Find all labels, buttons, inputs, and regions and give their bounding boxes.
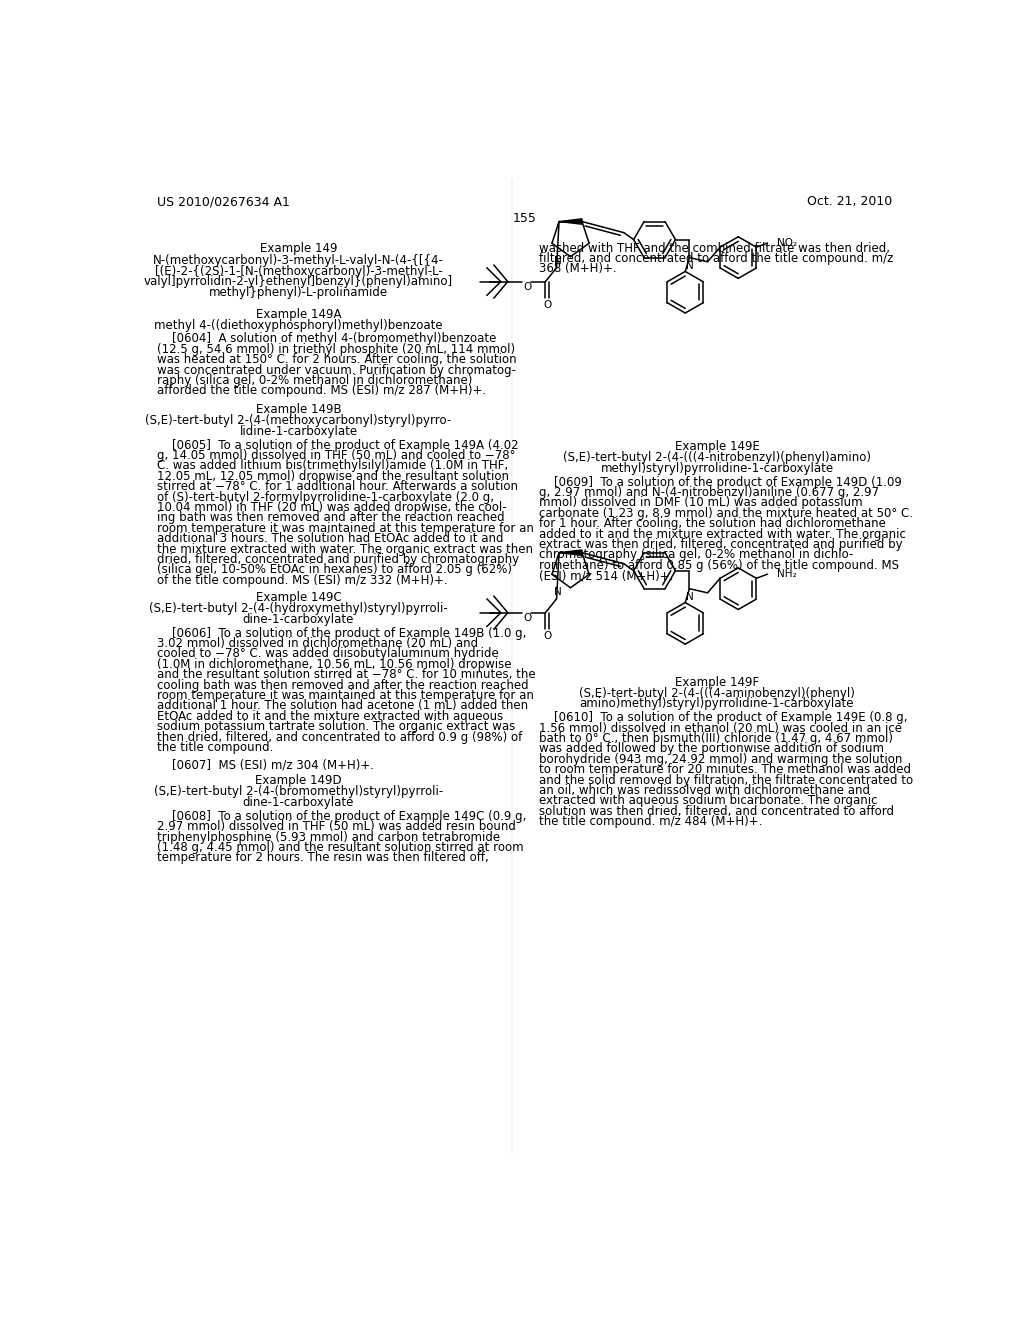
Text: [0607]  MS (ESI) m/z 304 (M+H)+.: [0607] MS (ESI) m/z 304 (M+H)+. [158,759,375,772]
Text: methyl 4-((diethoxyphosphoryl)methyl)benzoate: methyl 4-((diethoxyphosphoryl)methyl)ben… [155,318,442,331]
Text: was added followed by the portionwise addition of sodium: was added followed by the portionwise ad… [539,742,884,755]
Text: extracted with aqueous sodium bicarbonate. The organic: extracted with aqueous sodium bicarbonat… [539,795,878,808]
Text: 12.05 mL, 12.05 mmol) dropwise and the resultant solution: 12.05 mL, 12.05 mmol) dropwise and the r… [158,470,510,483]
Text: (S,E)-tert-butyl 2-(4-(methoxycarbonyl)styryl)pyrro-: (S,E)-tert-butyl 2-(4-(methoxycarbonyl)s… [145,414,452,428]
Text: triphenylphosphine (5.93 mmol) and carbon tetrabromide: triphenylphosphine (5.93 mmol) and carbo… [158,830,501,843]
Text: dried, filtered, concentrated and purified by chromatography: dried, filtered, concentrated and purifi… [158,553,519,566]
Text: mmol) dissolved in DMF (10 mL) was added potassium: mmol) dissolved in DMF (10 mL) was added… [539,496,862,510]
Text: 2.97 mmol) dissolved in THF (50 mL) was added resin bound: 2.97 mmol) dissolved in THF (50 mL) was … [158,820,516,833]
Text: [(E)-2-{(2S)-1-[N-(methoxycarbonyl)-3-methyl-L-: [(E)-2-{(2S)-1-[N-(methoxycarbonyl)-3-me… [155,264,442,277]
Text: 368 (M+H)+.: 368 (M+H)+. [539,263,616,276]
Text: [0610]  To a solution of the product of Example 149E (0.8 g,: [0610] To a solution of the product of E… [539,711,907,725]
Polygon shape [559,219,582,224]
Text: [0605]  To a solution of the product of Example 149A (4.02: [0605] To a solution of the product of E… [158,438,519,451]
Text: O: O [544,631,552,642]
Text: romethane) to afford 0.85 g (56%) of the title compound. MS: romethane) to afford 0.85 g (56%) of the… [539,558,899,572]
Text: Example 149E: Example 149E [675,441,760,453]
Text: 10.04 mmol) in THF (20 mL) was added dropwise, the cool-: 10.04 mmol) in THF (20 mL) was added dro… [158,502,507,513]
Text: Example 149A: Example 149A [256,308,341,321]
Text: for 1 hour. After cooling, the solution had dichloromethane: for 1 hour. After cooling, the solution … [539,517,886,531]
Text: carbonate (1.23 g, 8.9 mmol) and the mixture heated at 50° C.: carbonate (1.23 g, 8.9 mmol) and the mix… [539,507,912,520]
Text: additional 1 hour. The solution had acetone (1 mL) added then: additional 1 hour. The solution had acet… [158,700,528,713]
Text: N-(methoxycarbonyl)-3-methyl-L-valyl-N-(4-{[{4-: N-(methoxycarbonyl)-3-methyl-L-valyl-N-(… [153,253,444,267]
Text: N: N [554,256,562,265]
Text: cooling bath was then removed and after the reaction reached: cooling bath was then removed and after … [158,678,529,692]
Text: ing bath was then removed and after the reaction reached: ing bath was then removed and after the … [158,511,505,524]
Text: washed with THF and the combined filtrate was then dried,: washed with THF and the combined filtrat… [539,242,890,255]
Text: (S,E)-tert-butyl 2-(4-(((4-nitrobenzyl)(phenyl)amino): (S,E)-tert-butyl 2-(4-(((4-nitrobenzyl)(… [563,451,871,465]
Text: [0606]  To a solution of the product of Example 149B (1.0 g,: [0606] To a solution of the product of E… [158,627,526,640]
Text: g, 14.05 mmol) dissolved in THF (50 mL) and cooled to −78°: g, 14.05 mmol) dissolved in THF (50 mL) … [158,449,516,462]
Text: Example 149C: Example 149C [256,591,341,605]
Text: O: O [523,614,531,623]
Text: methyl)styryl)pyrrolidine-1-carboxylate: methyl)styryl)pyrrolidine-1-carboxylate [600,462,834,475]
Text: sodium potassium tartrate solution. The organic extract was: sodium potassium tartrate solution. The … [158,721,516,733]
Text: Example 149B: Example 149B [256,404,341,416]
Text: additional 3 hours. The solution had EtOAc added to it and: additional 3 hours. The solution had EtO… [158,532,504,545]
Text: was concentrated under vacuum. Purification by chromatog-: was concentrated under vacuum. Purificat… [158,363,516,376]
Text: room temperature it was maintained at this temperature for an: room temperature it was maintained at th… [158,689,535,702]
Text: N: N [685,261,693,271]
Text: (12.5 g, 54.6 mmol) in triethyl phosphite (20 mL, 114 mmol): (12.5 g, 54.6 mmol) in triethyl phosphit… [158,343,515,356]
Text: N: N [685,591,693,602]
Text: [0608]  To a solution of the product of Example 149C (0.9 g,: [0608] To a solution of the product of E… [158,810,526,822]
Text: EtOAc added to it and the mixture extracted with aqueous: EtOAc added to it and the mixture extrac… [158,710,504,723]
Text: lidine-1-carboxylate: lidine-1-carboxylate [240,425,357,438]
Text: room temperature it was maintained at this temperature for an: room temperature it was maintained at th… [158,521,535,535]
Text: g, 2.97 mmol) and N-(4-nitrobenzyl)aniline (0.677 g, 2.97: g, 2.97 mmol) and N-(4-nitrobenzyl)anili… [539,486,879,499]
Text: (S,E)-tert-butyl 2-(4-(hydroxymethyl)styryl)pyrroli-: (S,E)-tert-butyl 2-(4-(hydroxymethyl)sty… [150,602,447,615]
Text: (silica gel, 10-50% EtOAc in hexanes) to afford 2.05 g (62%): (silica gel, 10-50% EtOAc in hexanes) to… [158,564,512,577]
Text: (ESI) m/z 514 (M+H)+.: (ESI) m/z 514 (M+H)+. [539,569,673,582]
Text: O: O [523,282,531,292]
Text: US 2010/0267634 A1: US 2010/0267634 A1 [158,195,291,209]
Text: cooled to −78° C. was added diisobutylaluminum hydride: cooled to −78° C. was added diisobutylal… [158,647,500,660]
Text: chromatography (silica gel, 0-2% methanol in dichlo-: chromatography (silica gel, 0-2% methano… [539,548,853,561]
Text: 1.56 mmol) dissolved in ethanol (20 mL) was cooled in an ice: 1.56 mmol) dissolved in ethanol (20 mL) … [539,722,902,735]
Text: [0609]  To a solution of the product of Example 149D (1.09: [0609] To a solution of the product of E… [539,475,901,488]
Text: valyl]pyrrolidin-2-yl}ethenyl]benzyl}(phenyl)amino]: valyl]pyrrolidin-2-yl}ethenyl]benzyl}(ph… [144,276,453,289]
Text: an oil, which was redissolved with dichloromethane and: an oil, which was redissolved with dichl… [539,784,869,797]
Text: dine-1-carboxylate: dine-1-carboxylate [243,612,354,626]
Text: NH₂: NH₂ [777,569,797,579]
Text: extract was then dried, filtered, concentrated and purified by: extract was then dried, filtered, concen… [539,539,902,550]
Text: afforded the title compound. MS (ESI) m/z 287 (M+H)+.: afforded the title compound. MS (ESI) m/… [158,384,486,397]
Text: then dried, filtered, and concentrated to afford 0.9 g (98%) of: then dried, filtered, and concentrated t… [158,730,522,743]
Text: (1.48 g, 4.45 mmol) and the resultant solution stirred at room: (1.48 g, 4.45 mmol) and the resultant so… [158,841,524,854]
Text: borohydride (943 mg, 24.92 mmol) and warming the solution: borohydride (943 mg, 24.92 mmol) and war… [539,752,902,766]
Text: [0604]  A solution of methyl 4-(bromomethyl)benzoate: [0604] A solution of methyl 4-(bromometh… [158,333,497,346]
Text: raphy (silica gel, 0-2% methanol in dichloromethane): raphy (silica gel, 0-2% methanol in dich… [158,374,473,387]
Text: was heated at 150° C. for 2 hours. After cooling, the solution: was heated at 150° C. for 2 hours. After… [158,354,517,366]
Text: filtered, and concentrated to afford the title compound. m/z: filtered, and concentrated to afford the… [539,252,893,265]
Text: Example 149D: Example 149D [255,775,342,788]
Text: the title compound.: the title compound. [158,741,273,754]
Text: bath to 0° C., then bismuth(III) chloride (1.47 g, 4.67 mmol): bath to 0° C., then bismuth(III) chlorid… [539,733,893,744]
Text: (S,E)-tert-butyl 2-(4-(bromomethyl)styryl)pyrroli-: (S,E)-tert-butyl 2-(4-(bromomethyl)styry… [154,785,443,799]
Polygon shape [559,550,582,556]
Text: Example 149F: Example 149F [675,676,759,689]
Text: methyl}phenyl)-L-prolinamide: methyl}phenyl)-L-prolinamide [209,286,388,300]
Text: stirred at −78° C. for 1 additional hour. Afterwards a solution: stirred at −78° C. for 1 additional hour… [158,480,518,494]
Text: the mixture extracted with water. The organic extract was then: the mixture extracted with water. The or… [158,543,534,556]
Text: amino)methyl)styryl)pyrrolidine-1-carboxylate: amino)methyl)styryl)pyrrolidine-1-carbox… [580,697,854,710]
Text: C. was added lithium bis(trimethylsilyl)amide (1.0M in THF,: C. was added lithium bis(trimethylsilyl)… [158,459,509,473]
Text: to room temperature for 20 minutes. The methanol was added: to room temperature for 20 minutes. The … [539,763,910,776]
Text: (1.0M in dichloromethane, 10.56 mL, 10.56 mmol) dropwise: (1.0M in dichloromethane, 10.56 mL, 10.5… [158,657,512,671]
Text: Example 149: Example 149 [260,242,337,255]
Text: dine-1-carboxylate: dine-1-carboxylate [243,796,354,809]
Text: and the resultant solution stirred at −78° C. for 10 minutes, the: and the resultant solution stirred at −7… [158,668,537,681]
Text: NO₂: NO₂ [777,238,798,248]
Text: Oct. 21, 2010: Oct. 21, 2010 [807,195,892,209]
Text: of the title compound. MS (ESI) m/z 332 (M+H)+.: of the title compound. MS (ESI) m/z 332 … [158,574,449,587]
Text: 3.02 mmol) dissolved in dichloromethane (20 mL) and: 3.02 mmol) dissolved in dichloromethane … [158,638,478,649]
Text: N: N [554,587,562,597]
Text: the title compound. m/z 484 (M+H)+.: the title compound. m/z 484 (M+H)+. [539,816,762,828]
Text: 155: 155 [513,213,537,226]
Text: temperature for 2 hours. The resin was then filtered off,: temperature for 2 hours. The resin was t… [158,851,489,865]
Text: added to it and the mixture extracted with water. The organic: added to it and the mixture extracted wi… [539,528,905,541]
Text: of (S)-tert-butyl 2-formylpyrrolidine-1-carboxylate (2.0 g,: of (S)-tert-butyl 2-formylpyrrolidine-1-… [158,491,495,504]
Text: O: O [544,300,552,310]
Text: solution was then dried, filtered, and concentrated to afford: solution was then dried, filtered, and c… [539,805,894,818]
Text: and the solid removed by filtration, the filtrate concentrated to: and the solid removed by filtration, the… [539,774,912,787]
Text: (S,E)-tert-butyl 2-(4-(((4-aminobenzyl)(phenyl): (S,E)-tert-butyl 2-(4-(((4-aminobenzyl)(… [579,686,855,700]
